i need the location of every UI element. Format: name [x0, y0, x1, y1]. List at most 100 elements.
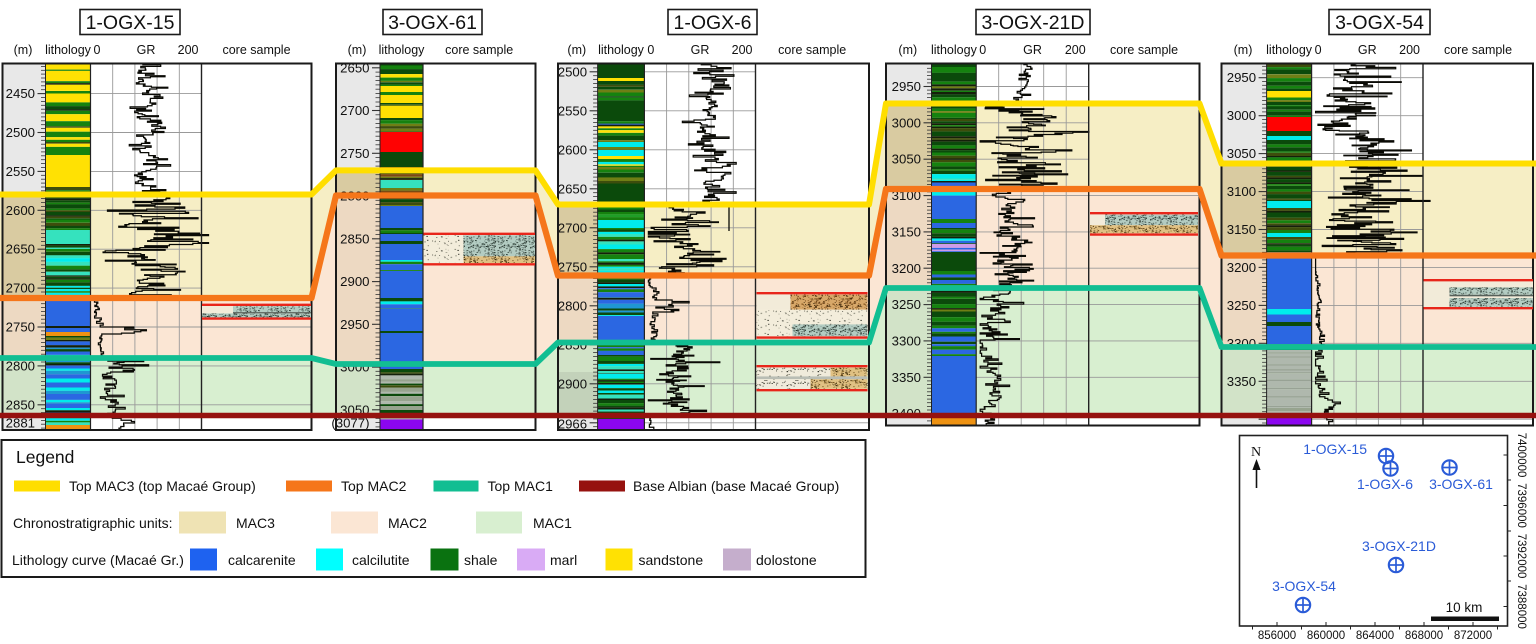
svg-text:core sample: core sample	[222, 43, 290, 57]
svg-text:Top MAC1: Top MAC1	[488, 478, 554, 494]
svg-text:Chronostratigraphic units:: Chronostratigraphic units:	[13, 515, 173, 531]
svg-text:856000: 856000	[1258, 630, 1296, 642]
svg-text:2500: 2500	[6, 125, 35, 140]
svg-text:(m): (m)	[1234, 43, 1253, 57]
svg-text:3350: 3350	[892, 370, 921, 385]
svg-text:3000: 3000	[892, 115, 921, 130]
svg-text:2650: 2650	[6, 242, 35, 257]
svg-text:(3077): (3077)	[331, 416, 369, 431]
svg-text:2800: 2800	[558, 298, 587, 313]
svg-text:3-OGX-61: 3-OGX-61	[388, 12, 477, 34]
svg-text:2700: 2700	[558, 220, 587, 235]
svg-text:0: 0	[979, 43, 986, 57]
svg-text:872000: 872000	[1454, 630, 1492, 642]
svg-text:lithology: lithology	[379, 43, 426, 57]
svg-text:3-OGX-54: 3-OGX-54	[1335, 12, 1424, 34]
svg-text:GR: GR	[691, 43, 710, 57]
svg-text:3250: 3250	[892, 297, 921, 312]
svg-text:2500: 2500	[558, 64, 587, 79]
svg-text:200: 200	[178, 43, 199, 57]
svg-text:2950: 2950	[340, 317, 369, 332]
svg-text:core sample: core sample	[445, 43, 513, 57]
svg-text:2700: 2700	[340, 103, 369, 118]
svg-text:2650: 2650	[558, 181, 587, 196]
svg-text:2600: 2600	[558, 142, 587, 157]
svg-text:Base Albian (base Macaé Group): Base Albian (base Macaé Group)	[633, 478, 839, 494]
svg-text:dolostone: dolostone	[756, 552, 817, 568]
svg-text:3150: 3150	[892, 224, 921, 239]
svg-text:lithology: lithology	[598, 43, 645, 57]
svg-text:3350: 3350	[1227, 374, 1256, 389]
svg-text:Top MAC3 (top Macaé Group): Top MAC3 (top Macaé Group)	[69, 478, 256, 494]
svg-text:GR: GR	[1358, 43, 1377, 57]
svg-text:2700: 2700	[6, 281, 35, 296]
svg-text:7388000: 7388000	[1515, 584, 1527, 629]
svg-text:N: N	[1251, 445, 1261, 460]
svg-text:(m): (m)	[567, 43, 586, 57]
svg-text:0: 0	[647, 43, 654, 57]
svg-text:3-OGX-54: 3-OGX-54	[1272, 578, 1336, 594]
svg-text:2750: 2750	[340, 146, 369, 161]
svg-text:2900: 2900	[340, 274, 369, 289]
svg-text:2800: 2800	[6, 358, 35, 373]
svg-text:860000: 860000	[1307, 630, 1345, 642]
svg-text:2950: 2950	[1227, 70, 1256, 85]
svg-text:2450: 2450	[6, 86, 35, 101]
svg-text:2750: 2750	[6, 320, 35, 335]
svg-text:200: 200	[1065, 43, 1086, 57]
svg-text:3200: 3200	[1227, 260, 1256, 275]
svg-text:10 km: 10 km	[1446, 600, 1483, 615]
svg-text:3150: 3150	[1227, 222, 1256, 237]
svg-text:3250: 3250	[1227, 298, 1256, 313]
svg-text:3200: 3200	[892, 261, 921, 276]
svg-text:lithology: lithology	[45, 43, 92, 57]
svg-text:MAC1: MAC1	[533, 515, 572, 531]
svg-text:2850: 2850	[6, 397, 35, 412]
svg-text:MAC2: MAC2	[388, 515, 427, 531]
svg-text:0: 0	[1315, 43, 1322, 57]
svg-text:2750: 2750	[558, 259, 587, 274]
svg-text:3-OGX-61: 3-OGX-61	[1429, 476, 1493, 492]
svg-text:1-OGX-6: 1-OGX-6	[1357, 476, 1413, 492]
svg-text:200: 200	[732, 43, 753, 57]
svg-text:2900: 2900	[558, 376, 587, 391]
svg-text:2550: 2550	[558, 103, 587, 118]
svg-text:3050: 3050	[1227, 146, 1256, 161]
svg-text:864000: 864000	[1356, 630, 1394, 642]
svg-text:3050: 3050	[892, 152, 921, 167]
svg-text:1-OGX-15: 1-OGX-15	[86, 12, 175, 34]
svg-text:MAC3: MAC3	[236, 515, 275, 531]
svg-text:core sample: core sample	[778, 43, 846, 57]
svg-text:core sample: core sample	[1444, 43, 1512, 57]
svg-text:shale: shale	[464, 552, 498, 568]
svg-text:3000: 3000	[1227, 108, 1256, 123]
svg-text:Top MAC2: Top MAC2	[341, 478, 407, 494]
svg-text:7396000: 7396000	[1515, 483, 1527, 528]
svg-text:868000: 868000	[1405, 630, 1443, 642]
svg-text:Legend: Legend	[16, 447, 74, 467]
svg-text:marl: marl	[550, 552, 577, 568]
svg-text:GR: GR	[137, 43, 156, 57]
svg-text:1-OGX-6: 1-OGX-6	[673, 12, 751, 34]
svg-text:calcilutite: calcilutite	[352, 552, 410, 568]
svg-text:3-OGX-21D: 3-OGX-21D	[982, 12, 1085, 34]
svg-text:3-OGX-21D: 3-OGX-21D	[1362, 538, 1436, 554]
svg-text:Lithology curve (Macaé Gr.): Lithology curve (Macaé Gr.)	[12, 552, 184, 568]
svg-text:2550: 2550	[6, 164, 35, 179]
svg-text:7400000: 7400000	[1515, 433, 1527, 478]
svg-text:3300: 3300	[892, 333, 921, 348]
svg-text:(m): (m)	[898, 43, 917, 57]
svg-text:2881: 2881	[6, 416, 35, 431]
svg-text:calcarenite: calcarenite	[228, 552, 296, 568]
svg-text:2600: 2600	[6, 203, 35, 218]
svg-text:lithology: lithology	[931, 43, 978, 57]
svg-text:sandstone: sandstone	[639, 552, 704, 568]
svg-text:1-OGX-15: 1-OGX-15	[1303, 441, 1367, 457]
svg-text:3100: 3100	[1227, 184, 1256, 199]
svg-text:(m): (m)	[348, 43, 367, 57]
svg-text:lithology: lithology	[1266, 43, 1313, 57]
svg-text:2950: 2950	[892, 79, 921, 94]
svg-text:GR: GR	[1023, 43, 1042, 57]
svg-text:(m): (m)	[14, 43, 33, 57]
svg-text:2966: 2966	[558, 417, 587, 432]
